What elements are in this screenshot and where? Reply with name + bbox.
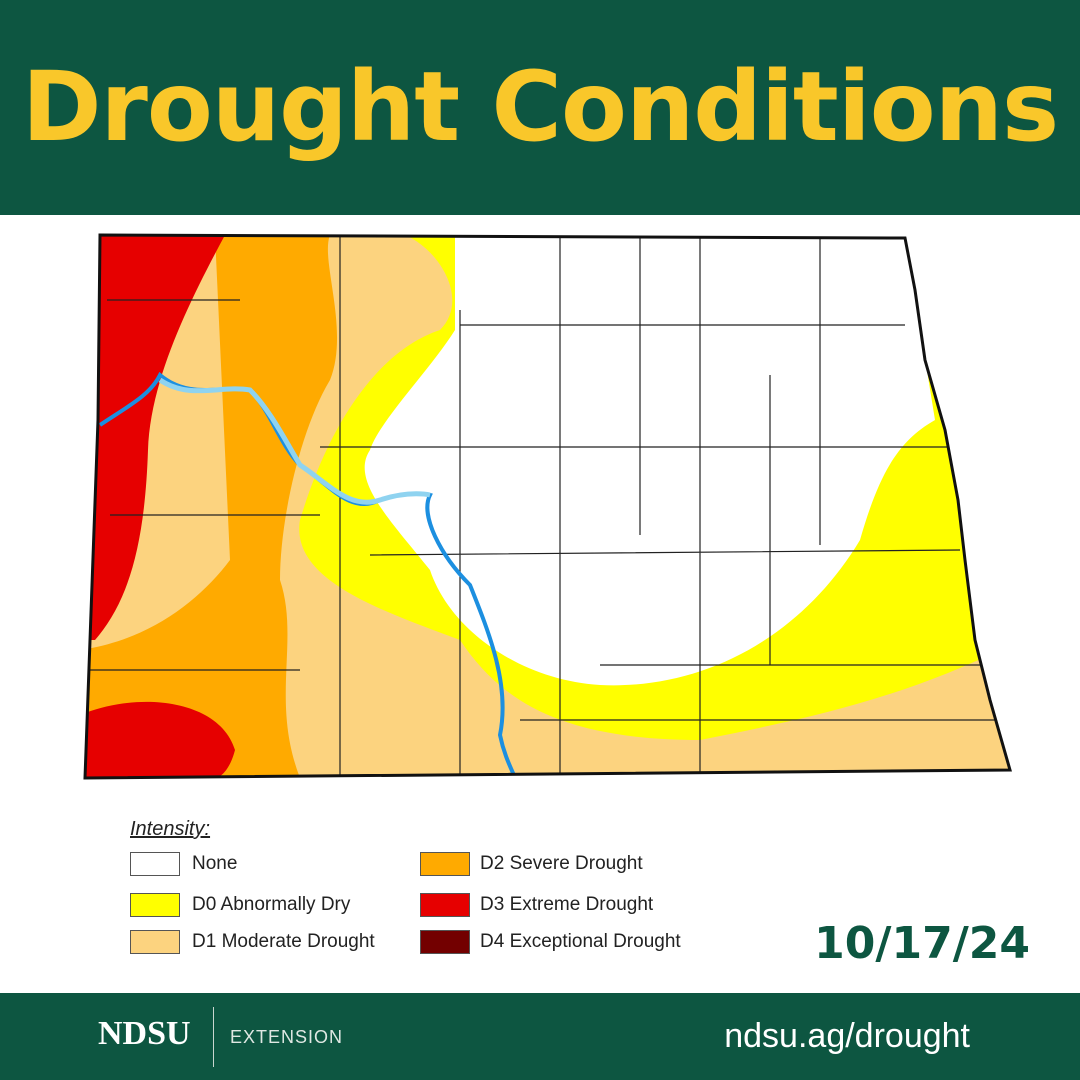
legend-label: D3 Extreme Drought <box>480 894 654 915</box>
header: Drought Conditions <box>0 0 1080 215</box>
drought-map <box>83 233 1012 780</box>
legend-label: D1 Moderate Drought <box>192 931 375 952</box>
date: 10/17/24 <box>814 918 1030 969</box>
legend-swatch <box>130 852 180 876</box>
logo: NDSU <box>98 1015 191 1052</box>
unit-name: EXTENSION <box>230 1027 344 1047</box>
url: ndsu.ag/drought <box>724 1017 970 1055</box>
footer: NDSU EXTENSION ndsu.ag/drought <box>0 993 1080 1080</box>
legend-label: D2 Severe Drought <box>480 853 643 874</box>
legend-title: Intensity: <box>130 818 211 840</box>
legend-label: None <box>192 853 238 874</box>
separator <box>213 1007 214 1067</box>
title: Drought Conditions <box>21 51 1059 163</box>
none-area <box>364 235 935 686</box>
d3-area <box>85 235 235 778</box>
legend-swatch <box>420 930 470 954</box>
d2-area <box>85 235 337 778</box>
legend-swatch <box>130 930 180 954</box>
legend-swatch <box>420 893 470 917</box>
legend-swatch <box>420 852 470 876</box>
legend-swatch <box>130 893 180 917</box>
legend-label: D4 Exceptional Drought <box>480 931 681 952</box>
legend-label: D0 Abnormally Dry <box>192 894 351 915</box>
